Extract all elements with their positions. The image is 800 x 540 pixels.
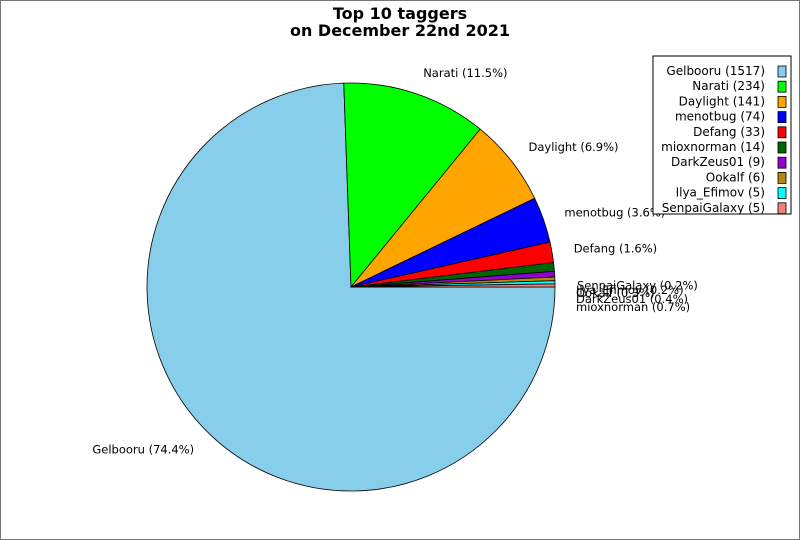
slice-label-darkzeus01: DarkZeus01 (0.4%) bbox=[576, 292, 688, 306]
legend-label-ilya_efimov: Ilya_Efimov (5) bbox=[676, 186, 765, 200]
legend-label-gelbooru: Gelbooru (1517) bbox=[666, 64, 765, 78]
legend: Gelbooru (1517)Narati (234)Daylight (141… bbox=[652, 55, 792, 215]
legend-label-narati: Narati (234) bbox=[692, 79, 765, 93]
pie-slice-senpaigalaxy bbox=[350, 283, 556, 288]
legend-swatch-defang bbox=[777, 126, 787, 139]
legend-swatch-menotbug bbox=[777, 111, 787, 123]
legend-swatch-gelbooru bbox=[777, 65, 787, 78]
slice-label-daylight: Daylight (6.9%) bbox=[529, 140, 619, 154]
slice-label-menotbug: menotbug (3.6%) bbox=[564, 206, 665, 220]
legend-swatch-ilya_efimov bbox=[777, 187, 787, 200]
slice-label-senpaigalaxy: SenpaiGalaxy (0.2%) bbox=[577, 278, 698, 292]
legend-swatch-darkzeus01 bbox=[777, 156, 787, 169]
legend-label-defang: Defang (33) bbox=[693, 125, 765, 139]
legend-label-darkzeus01: DarkZeus01 (9) bbox=[671, 155, 765, 169]
legend-swatch-daylight bbox=[777, 96, 787, 108]
legend-swatch-ookalf bbox=[777, 171, 787, 184]
chart-title: Top 10 taggers bbox=[333, 4, 467, 23]
legend-box bbox=[652, 55, 792, 215]
pie-slice-narati bbox=[343, 82, 481, 289]
slice-label-gelbooru: Gelbooru (74.4%) bbox=[92, 443, 194, 457]
legend-swatch-mioxnorman bbox=[777, 141, 787, 154]
legend-swatch-narati bbox=[777, 80, 787, 93]
legend-label-senpaigalaxy: SenpaiGalaxy (5) bbox=[662, 201, 765, 215]
legend-swatch-senpaigalaxy bbox=[777, 202, 787, 215]
slice-label-ookalf: Ookalf (0.3%) bbox=[576, 286, 655, 300]
legend-label-menotbug: menotbug (74) bbox=[675, 110, 765, 124]
chart-subtitle: on December 22nd 2021 bbox=[290, 21, 510, 40]
legend-label-daylight: Daylight (141) bbox=[679, 94, 765, 108]
pie-slices bbox=[146, 82, 556, 492]
slice-label-narati: Narati (11.5%) bbox=[423, 66, 507, 80]
slice-label-mioxnorman: mioxnorman (0.7%) bbox=[576, 300, 690, 314]
slice-label-ilya_efimov: Ilya_Efimov (0.2%) bbox=[576, 283, 684, 297]
slice-label-defang: Defang (1.6%) bbox=[574, 242, 657, 256]
pie-slice-labels: Gelbooru (74.4%) Narati (11.5%) Daylight (… bbox=[92, 66, 698, 457]
legend-label-mioxnorman: mioxnorman (14) bbox=[661, 140, 765, 154]
legend-label-ookalf: Ookalf (6) bbox=[706, 170, 765, 184]
